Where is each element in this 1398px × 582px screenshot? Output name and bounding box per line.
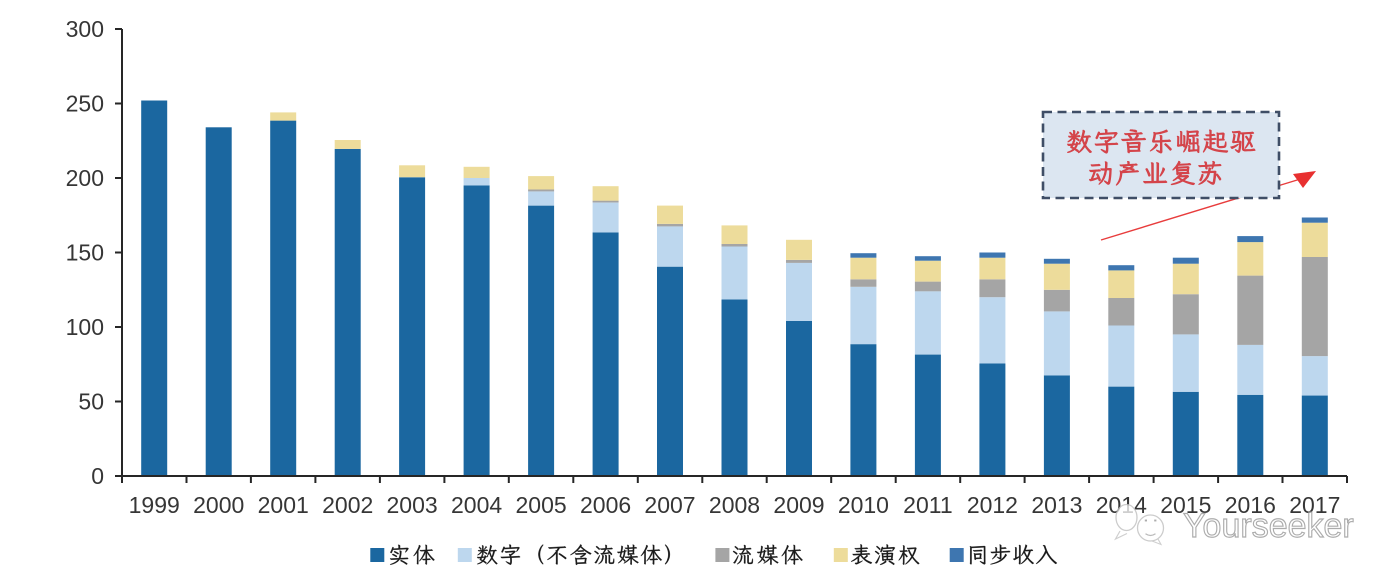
svg-text:250: 250 — [66, 91, 104, 117]
svg-text:2013: 2013 — [1031, 492, 1082, 518]
svg-text:2017: 2017 — [1289, 492, 1340, 518]
svg-text:2008: 2008 — [709, 492, 760, 518]
svg-text:2006: 2006 — [580, 492, 631, 518]
svg-text:2004: 2004 — [451, 492, 502, 518]
svg-text:0: 0 — [91, 463, 104, 489]
svg-text:100: 100 — [66, 314, 104, 340]
svg-text:200: 200 — [66, 165, 104, 191]
svg-text:2011: 2011 — [903, 492, 952, 518]
svg-text:2010: 2010 — [838, 492, 889, 518]
svg-text:150: 150 — [66, 240, 104, 266]
svg-text:1999: 1999 — [129, 492, 180, 518]
svg-text:2015: 2015 — [1160, 492, 1211, 518]
svg-text:Yourseeker: Yourseeker — [1183, 507, 1354, 545]
svg-text:2005: 2005 — [516, 492, 567, 518]
svg-text:2002: 2002 — [322, 492, 373, 518]
svg-text:2009: 2009 — [773, 492, 824, 518]
svg-text:2007: 2007 — [644, 492, 695, 518]
svg-text:2012: 2012 — [967, 492, 1018, 518]
svg-text:2003: 2003 — [387, 492, 438, 518]
svg-text:300: 300 — [66, 16, 104, 42]
svg-text:2016: 2016 — [1225, 492, 1276, 518]
svg-text:2000: 2000 — [193, 492, 244, 518]
svg-text:2001: 2001 — [258, 492, 309, 518]
svg-text:50: 50 — [78, 389, 104, 415]
